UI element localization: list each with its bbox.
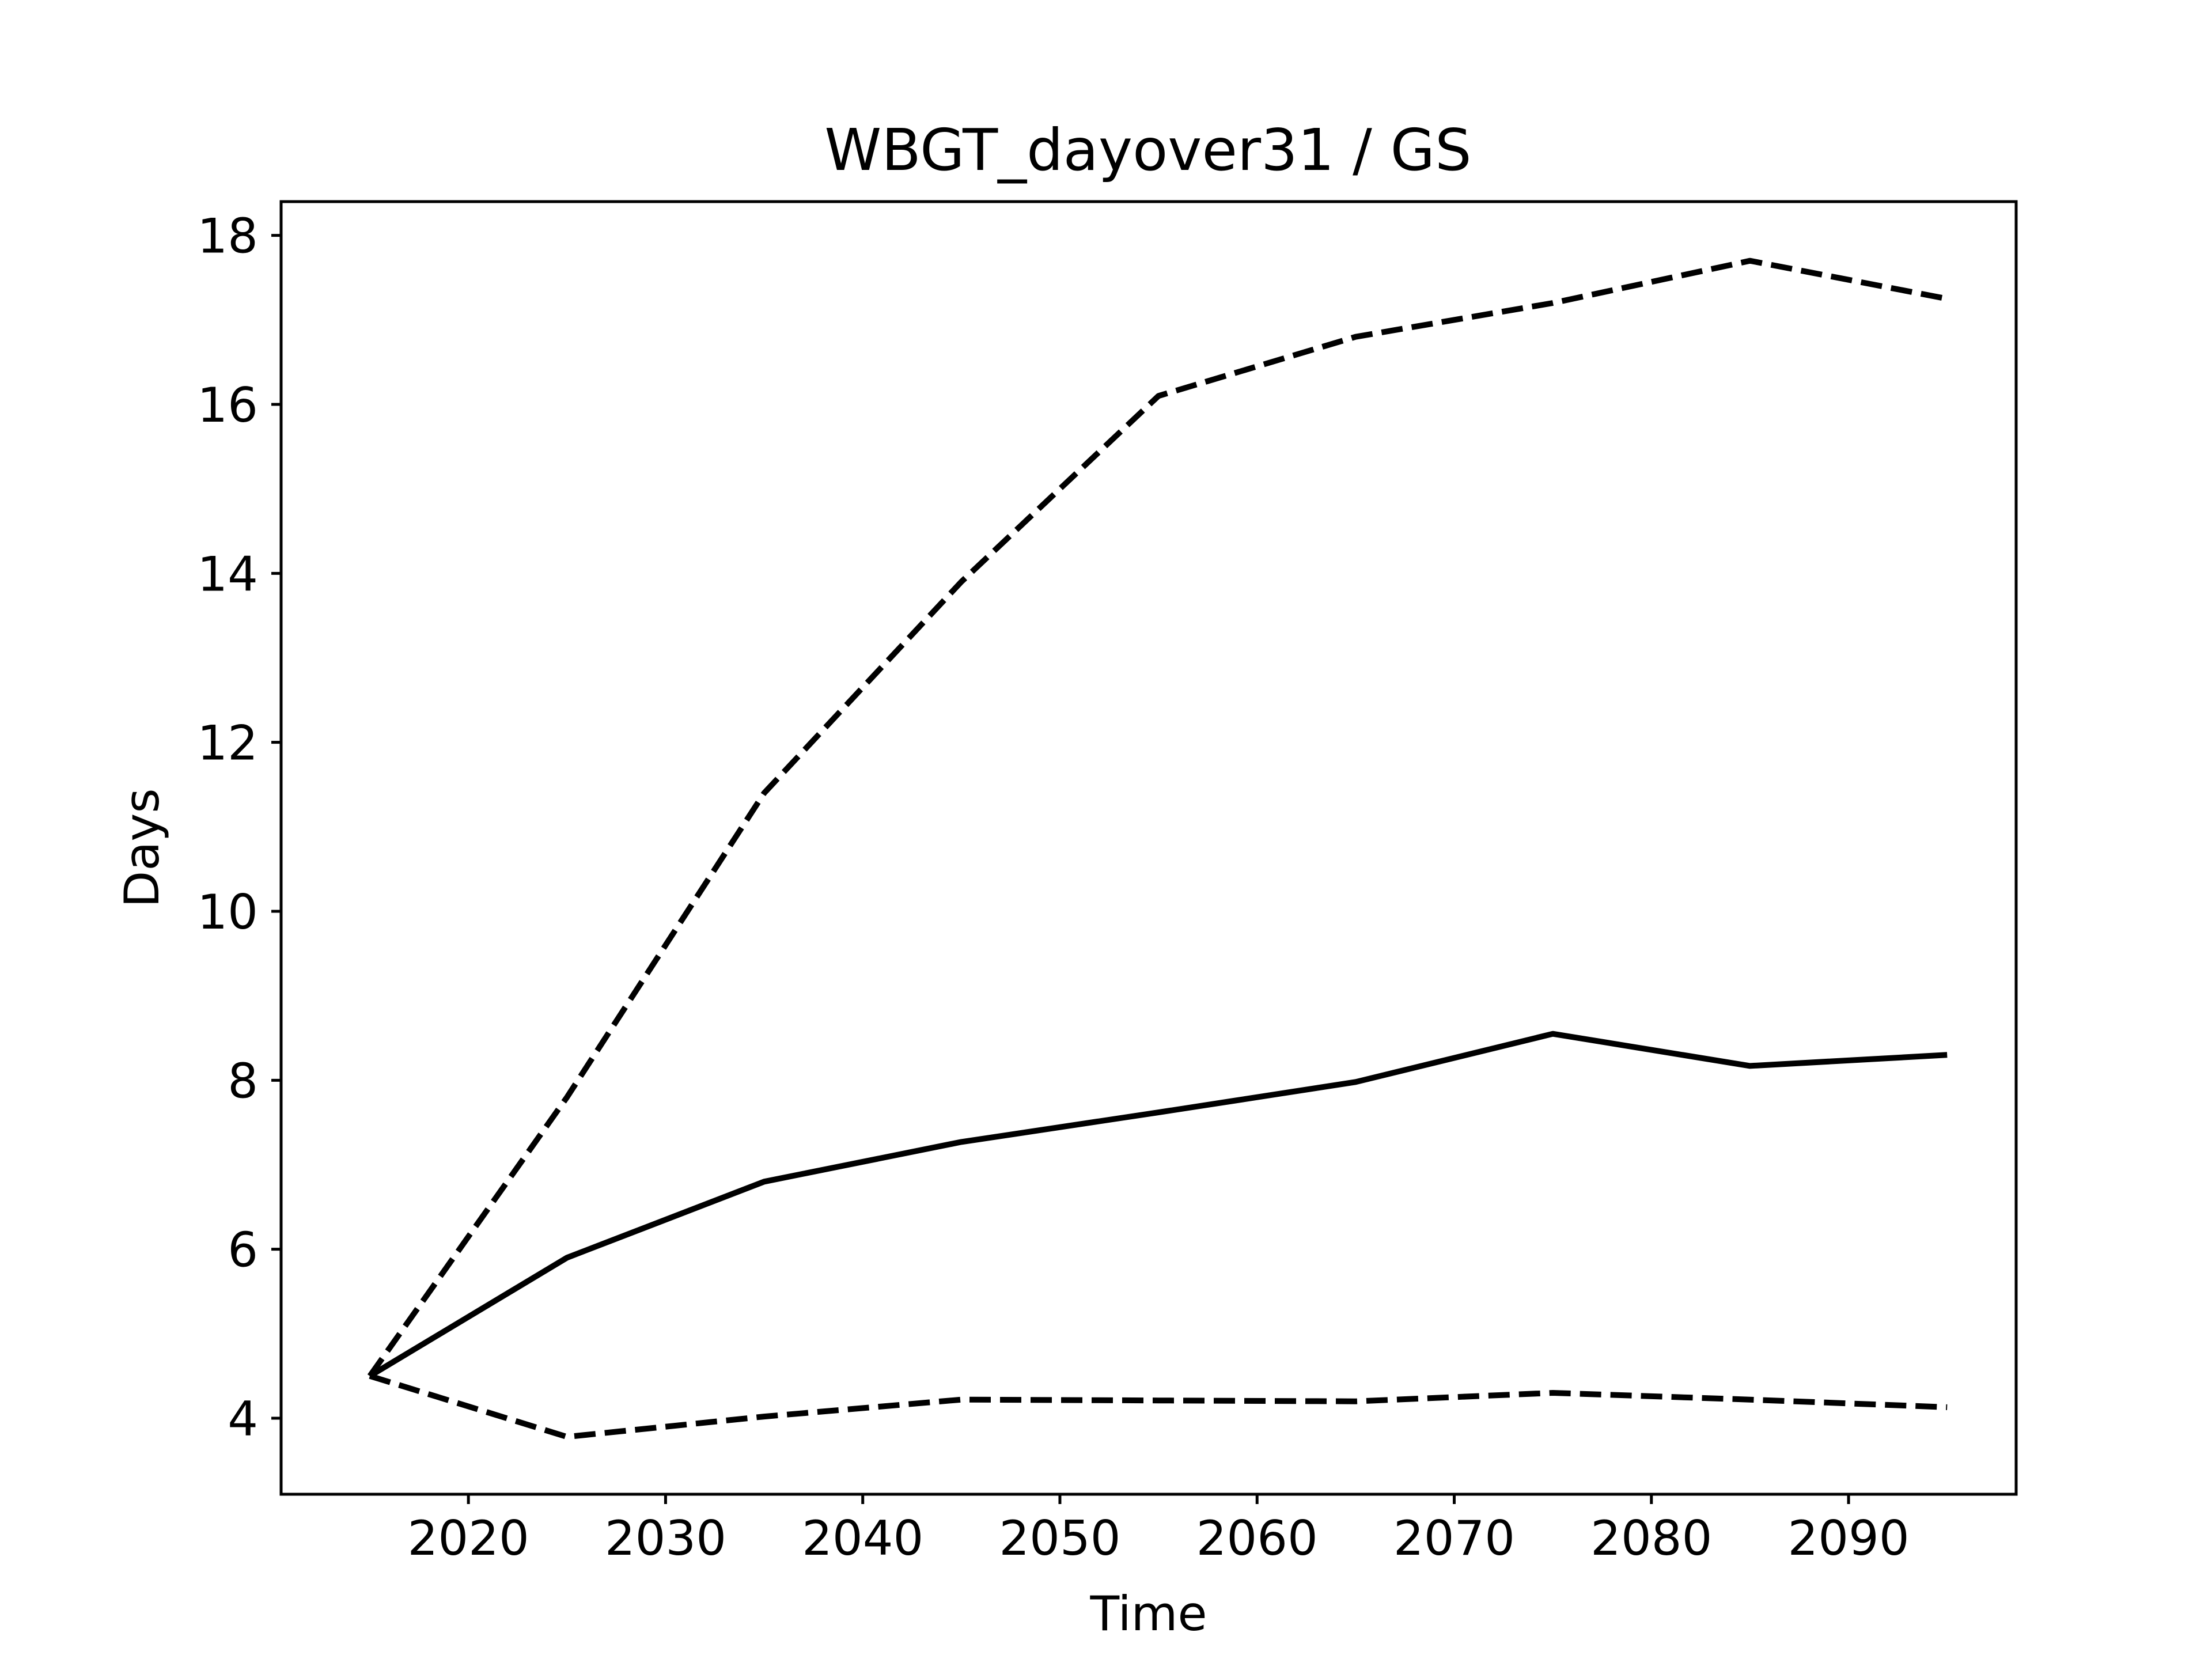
x-tick-label: 2090 bbox=[1787, 1510, 1909, 1566]
y-tick-label: 10 bbox=[197, 884, 258, 940]
y-tick-label: 16 bbox=[197, 377, 258, 433]
series-layer bbox=[367, 257, 1948, 1440]
y-tick-label: 6 bbox=[228, 1222, 258, 1278]
x-tick-label: 2030 bbox=[605, 1510, 726, 1566]
x-tick-label: 2050 bbox=[999, 1510, 1120, 1566]
y-tick-label: 14 bbox=[197, 546, 258, 602]
y-tick-label: 4 bbox=[228, 1391, 258, 1447]
y-tick-label: 8 bbox=[228, 1053, 258, 1109]
x-axis: 2020 2030 2040 2050 2060 2070 2080 2090 bbox=[408, 1494, 1910, 1566]
series-line-2-solid bbox=[368, 1031, 1948, 1378]
x-tick-label: 2060 bbox=[1196, 1510, 1318, 1566]
x-tick-label: 2080 bbox=[1590, 1510, 1712, 1566]
y-tick-label: 18 bbox=[197, 209, 258, 264]
series-line-3-dashed bbox=[369, 1373, 1948, 1440]
x-tick-label: 2070 bbox=[1393, 1510, 1515, 1566]
series-line-1-dashed bbox=[367, 257, 1948, 1378]
chart-title: WBGT_dayover31 / GS bbox=[824, 116, 1471, 184]
x-axis-label: Time bbox=[1089, 1586, 1207, 1642]
x-tick-label: 2020 bbox=[408, 1510, 529, 1566]
plot-frame bbox=[279, 200, 2018, 1496]
y-tick-label: 12 bbox=[197, 715, 258, 771]
x-tick-label: 2040 bbox=[802, 1510, 923, 1566]
y-axis-label: Days bbox=[114, 788, 170, 907]
y-axis: 4 6 8 10 12 14 16 18 bbox=[197, 209, 281, 1447]
